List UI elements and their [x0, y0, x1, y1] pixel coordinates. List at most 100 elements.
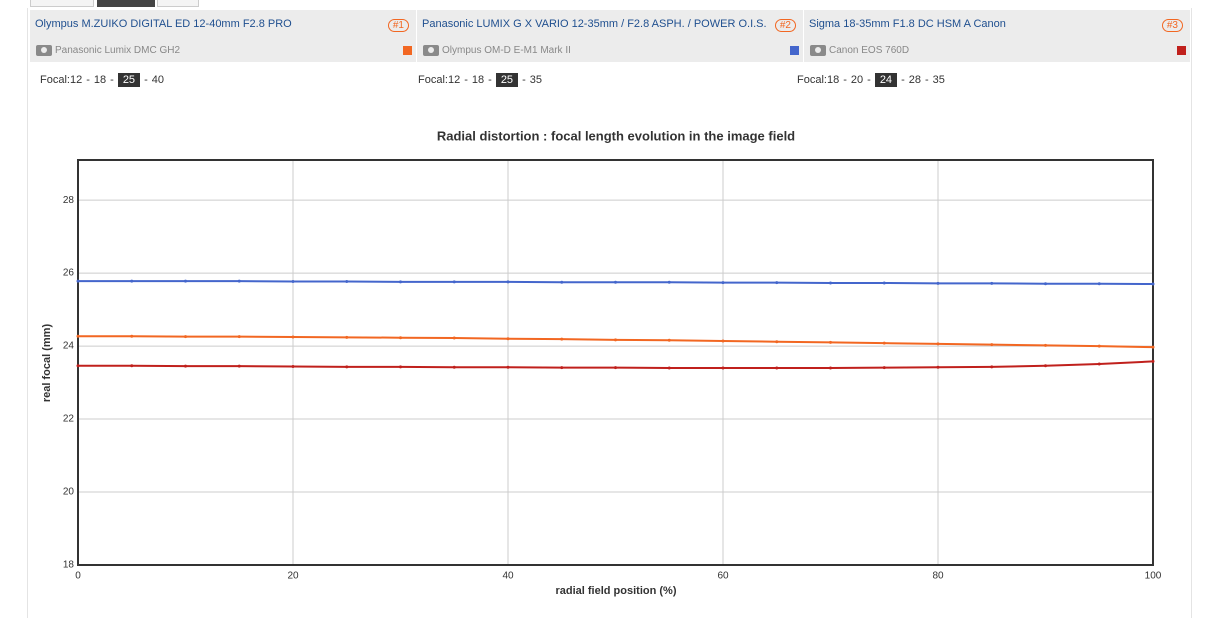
point: [237, 364, 241, 368]
point: [1151, 359, 1155, 363]
lens-panel: Sigma 18-35mm F1.8 DC HSM A Canon #3 Canon…: [804, 10, 1190, 62]
y-tick-label: 22: [63, 414, 75, 425]
point: [399, 365, 402, 369]
focal-separator: -: [901, 74, 905, 86]
series-color: [403, 46, 412, 55]
lens-name[interactable]: Olympus M.ZUIKO DIGITAL ED 12-40mm F2.8 …: [35, 18, 292, 30]
focal-separator: -: [867, 74, 871, 86]
lens-panel: Panasonic LUMIX G X VARIO 12-35mm / F2.8…: [417, 10, 803, 62]
point: [184, 279, 187, 283]
focal-label: Focal:: [40, 74, 70, 86]
focal-option[interactable]: 40: [151, 74, 164, 86]
x-tick-label: 60: [717, 571, 729, 582]
point: [614, 338, 617, 342]
lens-name[interactable]: Panasonic LUMIX G X VARIO 12-35mm / F2.8…: [422, 18, 767, 30]
focal-option[interactable]: 18: [826, 74, 840, 86]
camera-name: Panasonic Lumix DMC GH2: [55, 45, 181, 56]
camera-icon: [423, 45, 439, 56]
point: [130, 279, 134, 283]
focal-option[interactable]: 18: [93, 74, 107, 86]
point: [721, 339, 725, 343]
point: [614, 280, 617, 284]
focal-option[interactable]: 20: [850, 74, 864, 86]
point: [345, 365, 349, 369]
point: [506, 337, 510, 341]
point: [667, 338, 671, 342]
focal-option[interactable]: 12: [69, 74, 83, 86]
point: [76, 334, 80, 338]
tab[interactable]: [30, 0, 94, 7]
focal-option[interactable]: 35: [529, 74, 542, 86]
point: [1044, 282, 1047, 286]
point: [882, 366, 886, 370]
y-tick-label: 24: [63, 341, 75, 352]
point: [291, 365, 295, 369]
content-frame: [27, 8, 1192, 618]
x-tick-label: 0: [75, 571, 81, 582]
point: [1151, 345, 1155, 349]
point: [452, 280, 456, 284]
point: [130, 334, 134, 338]
point: [506, 280, 510, 284]
focal-label: Focal:: [418, 74, 448, 86]
point: [291, 335, 295, 339]
tab-active[interactable]: [97, 0, 155, 7]
x-tick-label: 100: [1145, 571, 1162, 582]
camera-icon: [36, 45, 52, 56]
point: [829, 366, 832, 370]
camera-name: Olympus OM-D E-M1 Mark II: [442, 45, 571, 56]
series-color: [790, 46, 799, 55]
tab[interactable]: [157, 0, 199, 7]
focal-label: Focal:: [797, 74, 827, 86]
point: [184, 335, 187, 339]
y-tick-label: 26: [63, 268, 75, 279]
point: [345, 335, 349, 339]
point: [560, 337, 564, 341]
focal-option[interactable]: 25: [495, 73, 519, 87]
y-tick-label: 18: [63, 560, 75, 571]
point: [399, 336, 402, 340]
focal-option[interactable]: 24: [874, 73, 898, 87]
x-axis-label: radial field position (%): [555, 585, 676, 597]
point: [399, 280, 402, 284]
camera-icon: [810, 45, 826, 56]
point: [130, 364, 134, 368]
point: [775, 281, 779, 285]
focal-option[interactable]: 18: [471, 74, 485, 86]
y-tick-label: 20: [63, 487, 75, 498]
x-tick-label: 40: [502, 571, 514, 582]
point: [614, 366, 617, 370]
point: [560, 280, 564, 284]
lens-rank: #3: [1161, 19, 1183, 32]
point: [936, 281, 940, 285]
focal-separator: -: [924, 74, 929, 86]
point: [990, 343, 994, 347]
focal-option[interactable]: 28: [908, 74, 921, 86]
point: [990, 365, 994, 369]
focal-selector: Focal: 12-18-25-35: [418, 73, 542, 87]
focal-option[interactable]: 25: [117, 73, 141, 87]
point: [1044, 364, 1047, 368]
point: [76, 364, 80, 368]
focal-option[interactable]: 12: [447, 74, 461, 86]
point: [560, 366, 564, 370]
lens-name[interactable]: Sigma 18-35mm F1.8 DC HSM A Canon: [809, 18, 1006, 30]
focal-option[interactable]: 35: [932, 74, 945, 86]
point: [76, 279, 80, 283]
point: [506, 365, 510, 369]
point: [721, 281, 725, 285]
point: [184, 364, 187, 368]
point: [667, 366, 671, 370]
x-tick-label: 80: [932, 571, 944, 582]
camera-name: Canon EOS 760D: [829, 45, 910, 56]
focal-separator: -: [110, 74, 114, 86]
point: [237, 335, 241, 339]
focal-separator: -: [86, 74, 90, 86]
plot-frame: [77, 159, 1154, 566]
chart-title: Radial distortion : focal length evoluti…: [437, 128, 795, 143]
focal-selector: Focal: 12-18-25-40: [40, 73, 164, 87]
series-color: [1177, 46, 1186, 55]
focal-separator: -: [488, 74, 492, 86]
point: [1097, 344, 1101, 348]
